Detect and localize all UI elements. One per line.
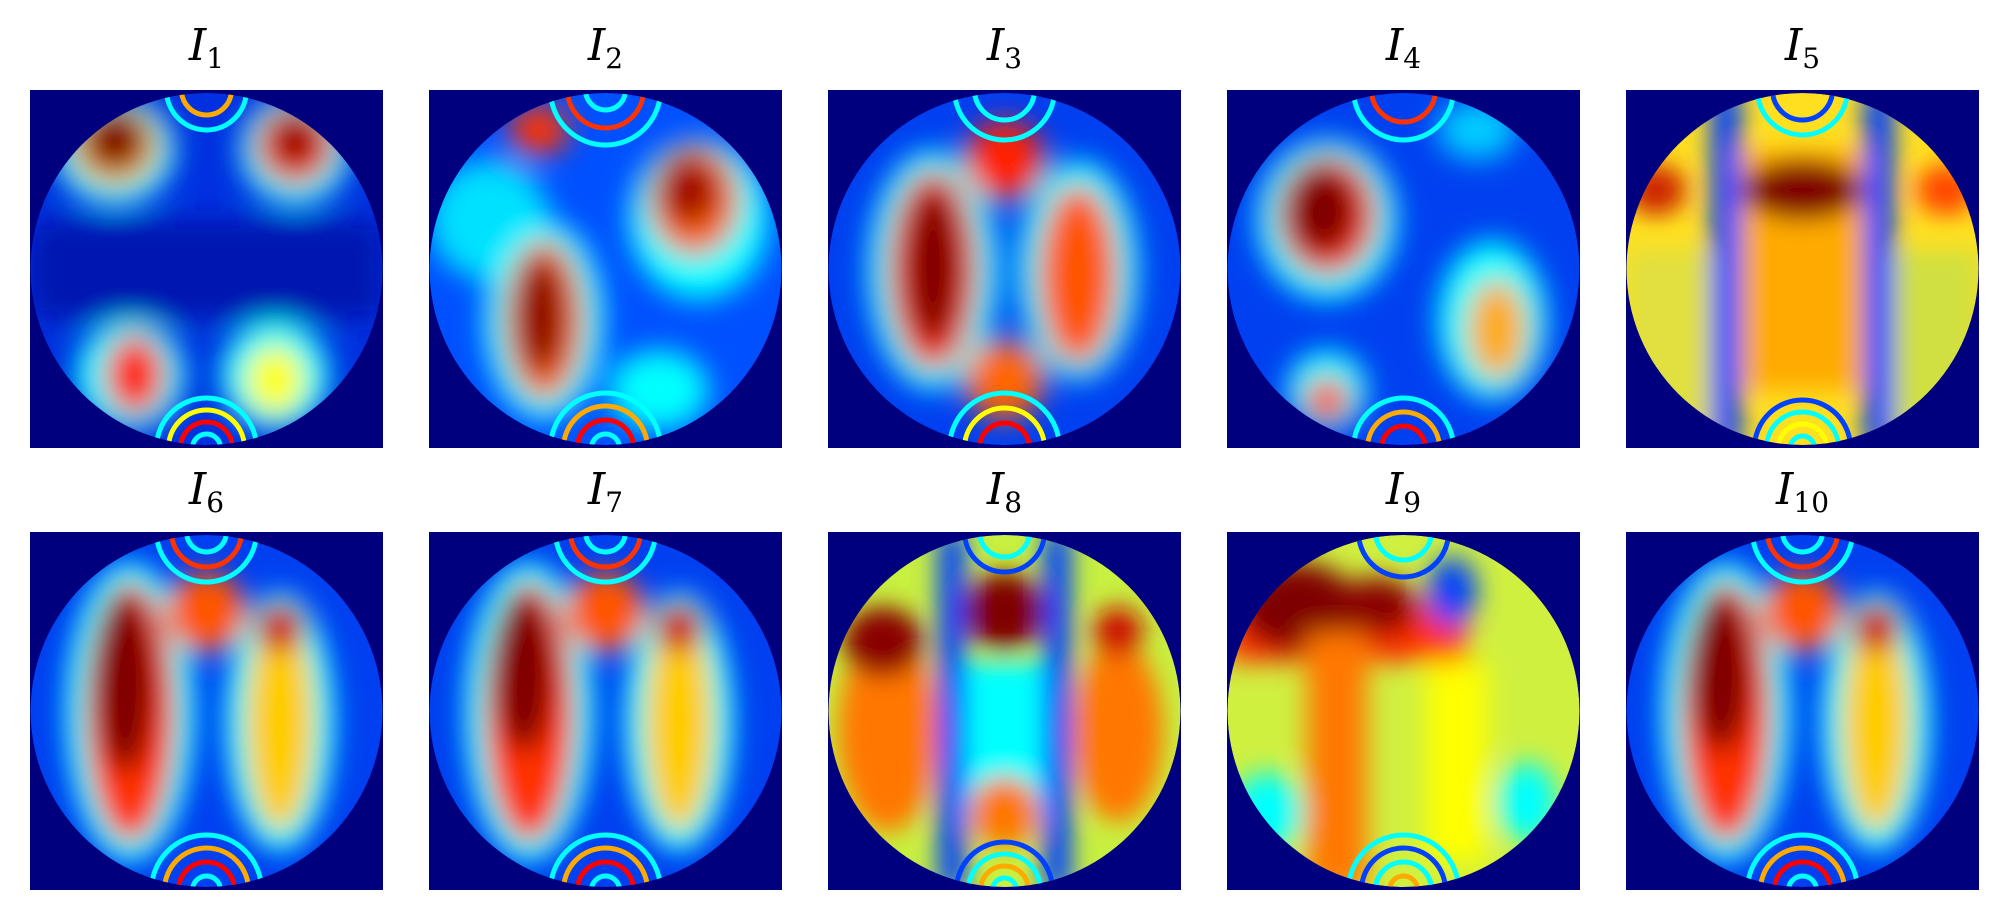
photoelastic-pattern <box>30 532 383 890</box>
photoelastic-pattern <box>30 90 383 448</box>
photoelastic-pattern <box>828 532 1181 890</box>
panel-title: I2 <box>587 20 624 75</box>
fringe-image <box>30 532 383 890</box>
fringe-image <box>1626 90 1979 448</box>
panel-title: I6 <box>188 464 225 519</box>
fringe-image <box>429 532 782 890</box>
fringe-image <box>1227 532 1580 890</box>
fringe-image <box>1227 90 1580 448</box>
panel-title: I4 <box>1385 20 1422 75</box>
fringe-image <box>828 90 1181 448</box>
panel-title: I10 <box>1775 464 1830 519</box>
panel-title: I8 <box>986 464 1023 519</box>
fringe-image <box>30 90 383 448</box>
photoelastic-pattern <box>429 532 782 890</box>
photoelastic-pattern <box>1227 532 1580 890</box>
panel-title: I9 <box>1385 464 1422 519</box>
photoelastic-pattern <box>828 90 1181 448</box>
fringe-image <box>828 532 1181 890</box>
photoelastic-pattern <box>1626 90 1979 448</box>
photoelastic-pattern <box>1626 532 1979 890</box>
panel-title: I7 <box>587 464 624 519</box>
panel-title: I5 <box>1784 20 1821 75</box>
fringe-image <box>429 90 782 448</box>
photoelastic-pattern <box>1227 90 1580 448</box>
panel-title: I3 <box>986 20 1023 75</box>
fringe-image <box>1626 532 1979 890</box>
photoelastic-pattern <box>429 90 782 448</box>
panel-title: I1 <box>188 20 225 75</box>
